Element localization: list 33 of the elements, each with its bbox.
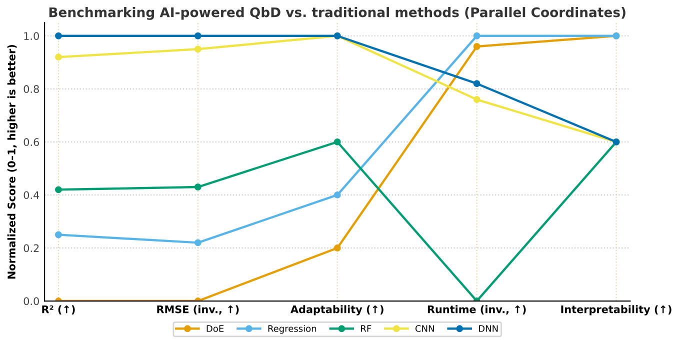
point	[194, 184, 202, 190]
chart-title: Benchmarking AI-powered QbD vs. traditional methods (Parallel Coordinates)	[49, 7, 626, 20]
legend-label: DNN	[478, 325, 498, 332]
point	[473, 43, 480, 50]
x-tick-label: Runtime (inv., ↑)	[428, 305, 526, 315]
point	[194, 32, 202, 40]
point	[54, 231, 62, 238]
x-tick-label: Adaptability (↑)	[290, 305, 384, 316]
point	[194, 239, 202, 246]
y-tick-label: 0.2	[24, 244, 39, 252]
legend-label: DoE	[206, 325, 224, 332]
point	[334, 191, 341, 198]
point	[194, 46, 202, 53]
point	[334, 244, 341, 252]
legend-label: Regression	[268, 324, 316, 334]
y-tick-label: 0.0	[24, 297, 39, 306]
y-tick-label: 0.4	[24, 191, 40, 200]
point	[54, 186, 62, 194]
y-tick-label: 0.8	[24, 85, 39, 94]
point	[334, 138, 341, 146]
legend-label: CNN	[415, 325, 434, 332]
point	[54, 54, 62, 61]
y-tick-label: 1.0	[24, 32, 39, 40]
point	[473, 80, 480, 88]
point	[473, 96, 480, 103]
x-tick-label: Interpretability (↑)	[561, 305, 672, 316]
legend-label: RF	[361, 325, 372, 332]
y-axis-title: Normalized Score (0–1, higher is better)	[7, 44, 18, 279]
point	[473, 32, 480, 40]
x-tick-label: R² (↑)	[42, 305, 75, 314]
x-tick-label: RMSE (inv., ↑)	[157, 305, 239, 315]
y-tick-label: 0.6	[24, 138, 40, 146]
point	[54, 32, 62, 40]
